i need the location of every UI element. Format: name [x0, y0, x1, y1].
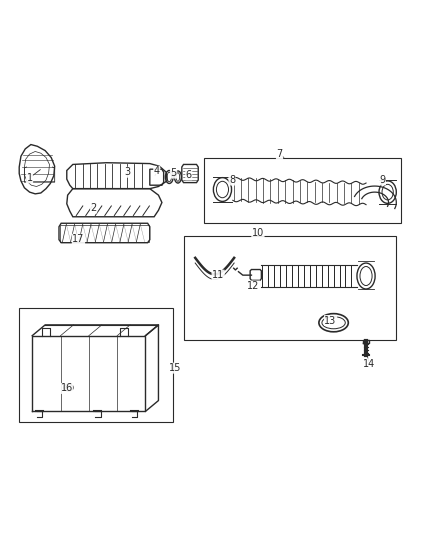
Text: 17: 17: [72, 235, 85, 244]
Text: 3: 3: [124, 167, 131, 177]
Text: 4: 4: [154, 166, 160, 176]
Text: 2: 2: [91, 203, 97, 213]
Text: 5: 5: [170, 168, 177, 178]
Text: 6: 6: [186, 170, 192, 180]
Bar: [204, 158, 401, 223]
Text: 8: 8: [229, 175, 235, 185]
Bar: [60, 224, 148, 242]
Text: 12: 12: [247, 281, 260, 291]
Text: 10: 10: [252, 228, 264, 238]
Text: 9: 9: [379, 175, 385, 185]
Text: 7: 7: [276, 149, 283, 159]
Bar: [184, 236, 396, 340]
Text: 16: 16: [60, 383, 73, 393]
Text: 15: 15: [169, 363, 181, 373]
Bar: [19, 308, 173, 422]
Text: 11: 11: [212, 270, 224, 280]
Text: 14: 14: [364, 359, 376, 369]
Text: 13: 13: [325, 316, 337, 326]
Text: 1: 1: [27, 173, 33, 183]
